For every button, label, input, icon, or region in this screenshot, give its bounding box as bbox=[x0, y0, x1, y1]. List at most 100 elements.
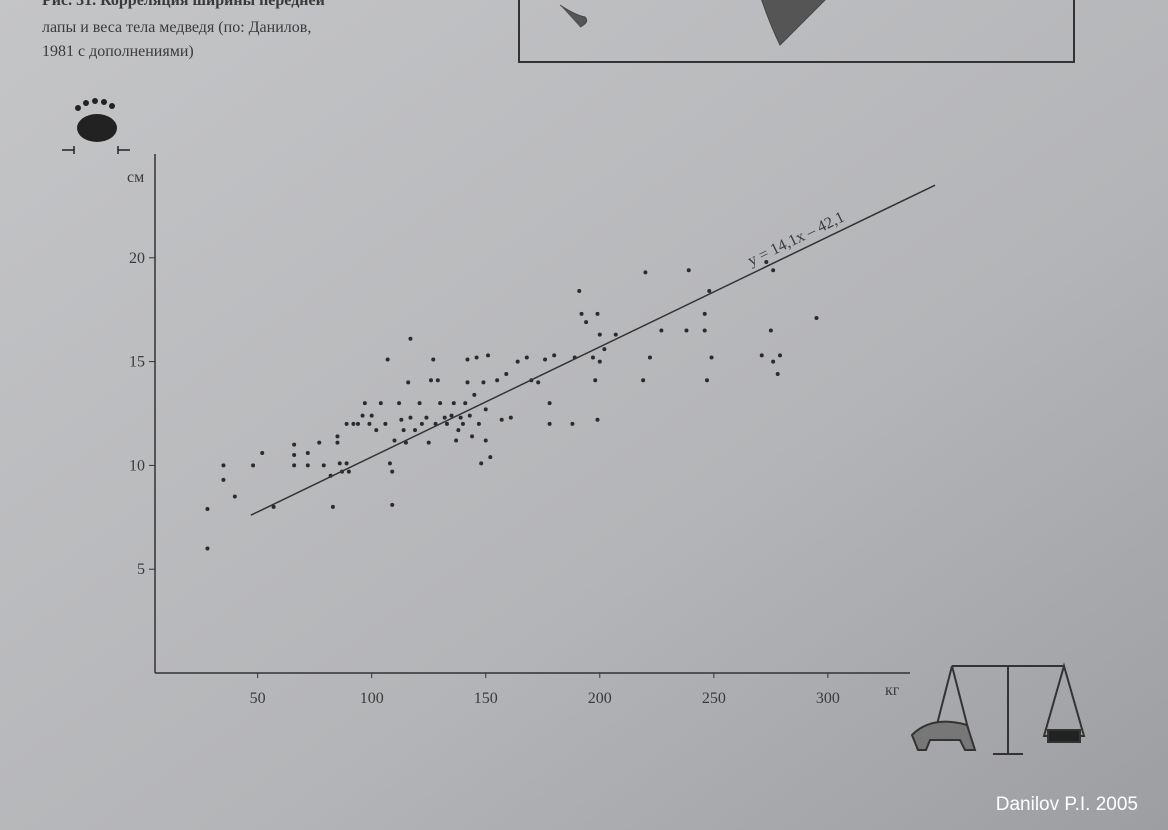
point bbox=[707, 289, 712, 294]
x-tick-label: 200 bbox=[588, 690, 612, 707]
point bbox=[481, 380, 486, 385]
point bbox=[476, 421, 481, 426]
point bbox=[771, 359, 776, 364]
map-shape bbox=[559, 0, 826, 46]
point bbox=[613, 332, 618, 337]
point bbox=[759, 353, 764, 358]
point bbox=[367, 421, 372, 426]
point bbox=[479, 461, 484, 466]
point bbox=[426, 440, 431, 445]
point bbox=[408, 415, 413, 420]
point bbox=[205, 546, 210, 551]
credit: Danilov P.I. 2005 bbox=[996, 794, 1138, 815]
point bbox=[474, 355, 479, 360]
point bbox=[292, 463, 297, 468]
point bbox=[577, 289, 582, 294]
point bbox=[397, 401, 402, 406]
point bbox=[442, 415, 447, 420]
point bbox=[321, 463, 326, 468]
point bbox=[344, 421, 349, 426]
point bbox=[547, 401, 552, 406]
point bbox=[417, 401, 422, 406]
x-tick-label: 300 bbox=[816, 690, 840, 707]
point bbox=[709, 355, 714, 360]
y-tick-label: 20 bbox=[129, 250, 145, 267]
point bbox=[483, 438, 488, 443]
point bbox=[444, 421, 449, 426]
trend-line bbox=[250, 184, 936, 516]
point bbox=[775, 372, 780, 377]
x-tick-label: 150 bbox=[474, 690, 498, 707]
point bbox=[593, 378, 598, 383]
point bbox=[579, 311, 584, 316]
caption-line: лапы и веса тела медведя (по: Данилов, bbox=[42, 19, 311, 36]
point bbox=[362, 401, 367, 406]
point bbox=[360, 413, 365, 418]
point bbox=[260, 450, 265, 455]
y-tick-label: 10 bbox=[129, 457, 145, 474]
point bbox=[351, 421, 356, 426]
point bbox=[467, 413, 472, 418]
caption-line: 1981 с дополнениями) bbox=[42, 43, 194, 60]
point bbox=[251, 463, 256, 468]
point bbox=[337, 461, 342, 466]
point bbox=[369, 413, 374, 418]
point bbox=[483, 407, 488, 412]
point bbox=[413, 428, 418, 433]
point bbox=[495, 378, 500, 383]
point bbox=[643, 270, 648, 275]
point bbox=[702, 328, 707, 333]
point bbox=[684, 328, 689, 333]
point bbox=[597, 332, 602, 337]
point bbox=[392, 438, 397, 443]
point bbox=[686, 268, 691, 273]
point bbox=[543, 357, 548, 362]
point bbox=[659, 328, 664, 333]
point bbox=[401, 428, 406, 433]
point bbox=[435, 378, 440, 383]
point bbox=[292, 442, 297, 447]
point bbox=[465, 380, 470, 385]
point bbox=[335, 440, 340, 445]
point bbox=[488, 455, 493, 460]
x-tick-label: 50 bbox=[250, 690, 266, 707]
point bbox=[584, 320, 589, 325]
point bbox=[305, 450, 310, 455]
point bbox=[305, 463, 310, 468]
point bbox=[344, 461, 349, 466]
point bbox=[460, 421, 465, 426]
scale-icon bbox=[910, 662, 1086, 755]
point bbox=[456, 428, 461, 433]
point bbox=[814, 316, 819, 321]
point bbox=[387, 461, 392, 466]
point bbox=[552, 353, 557, 358]
point bbox=[232, 494, 237, 499]
point bbox=[374, 428, 379, 433]
point bbox=[356, 421, 361, 426]
point bbox=[406, 380, 411, 385]
point bbox=[486, 353, 491, 358]
point bbox=[463, 401, 468, 406]
map-frame bbox=[518, 0, 1075, 63]
point bbox=[602, 347, 607, 352]
point bbox=[465, 357, 470, 362]
point bbox=[570, 421, 575, 426]
point bbox=[399, 417, 404, 422]
point bbox=[205, 506, 210, 511]
point bbox=[547, 421, 552, 426]
y-axis-label: см bbox=[127, 169, 144, 186]
point bbox=[449, 413, 454, 418]
point bbox=[221, 463, 226, 468]
point bbox=[390, 502, 395, 507]
point bbox=[419, 421, 424, 426]
point bbox=[508, 415, 513, 420]
point bbox=[271, 504, 276, 509]
point bbox=[424, 415, 429, 420]
y-tick-label: 5 bbox=[137, 561, 145, 578]
point bbox=[590, 355, 595, 360]
point bbox=[472, 392, 477, 397]
point bbox=[499, 417, 504, 422]
paw-icon bbox=[62, 98, 130, 154]
